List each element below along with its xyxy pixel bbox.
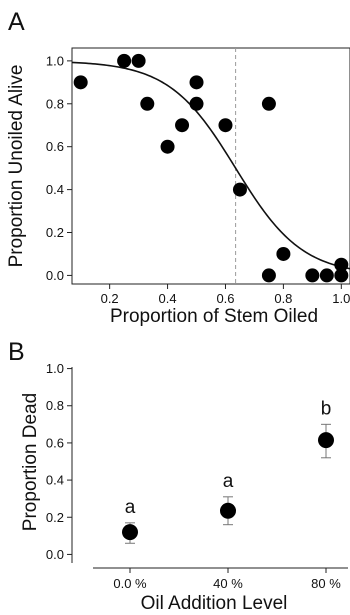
panel-a-data-point [140,96,155,111]
panel-b-y-tick-label: 0.6 [46,435,64,450]
panel-b-y-tick-label: 1.0 [46,361,64,376]
panel-a-x-tick-label: 1.0 [332,291,350,306]
panel-a-y-tick-label: 0.0 [46,268,64,283]
panel-b-y-tick-label: 0.0 [46,547,64,562]
panel-a-letter: A [8,8,25,36]
panel-a-data-point [175,118,190,133]
panel-a-data-point [305,268,320,283]
panel-a-x-tick-label: 0.6 [216,291,234,306]
panel-b-x-axis-title: Oil Addition Level [141,593,288,614]
panel-b-significance-letter: a [223,471,234,492]
panel-a-x-tick-label: 0.2 [101,291,119,306]
panel-b-category-label: 40 % [213,576,243,591]
panel-a-y-axis-title: Proportion Unoiled Alive [6,65,27,268]
panel-b-data-point [122,524,138,541]
panel-a-data-point [160,139,175,154]
logistic-fit-curve [71,61,350,270]
panel-b: B 0.0 0.2 0.4 0.6 0.8 1.0 0.0 % 40 % 80 % a a b Oi… [8,338,348,614]
panel-a-ticks: 0.0 0.2 0.4 0.6 0.8 1.0 0.2 0.4 0.6 0.8 1.0 [46,53,350,306]
panel-b-significance-letter: a [125,497,136,518]
panel-a-x-tick-label: 0.8 [274,291,292,306]
panel-b-category-label: 0.0 % [113,576,147,591]
panel-b-letter: B [8,338,25,366]
panel-a-y-tick-label: 0.2 [46,225,64,240]
panel-b-significance-letter: b [321,398,332,419]
panel-b-y-axis-title: Proportion Dead [20,393,41,531]
panel-b-data-point [318,432,334,449]
panel-a-data-point [261,268,276,283]
panel-a-data-point [117,53,132,68]
panel-a-y-tick-label: 1.0 [46,53,64,68]
panel-a-x-tick-label: 0.4 [159,291,177,306]
panel-a-data-point [73,75,88,90]
panel-b-ticks: 0.0 0.2 0.4 0.6 0.8 1.0 0.0 % 40 % 80 % [46,361,341,591]
panel-a-data-point [319,268,334,283]
panel-a-data-point [261,96,276,111]
panel-b-data-point [220,502,236,519]
panel-b-y-tick-label: 0.4 [46,473,64,488]
panel-b-y-tick-label: 0.2 [46,510,64,525]
panel-a-data-point [276,246,291,261]
panel-a-y-tick-label: 0.4 [46,182,64,197]
panel-a-data-point [232,182,247,197]
panel-a-data-point [131,53,146,68]
panel-a-x-axis-title: Proportion of Stem Oiled [110,306,318,327]
panel-a-y-tick-label: 0.6 [46,139,64,154]
panel-a-data-point [334,257,349,272]
panel-a-y-tick-label: 0.8 [46,96,64,111]
panel-a-plot-frame [71,47,350,285]
panel-a-data-point [218,118,233,133]
panel-a-data-point [189,75,204,90]
panel-a-data-point [189,96,204,111]
panel-a: A 0.0 0.2 0.4 0.6 0.8 1.0 0.2 0.4 0.6 0.8 1.0 Prop… [6,8,350,327]
panel-b-y-tick-label: 0.8 [46,398,64,413]
panel-a-points [73,53,349,283]
panel-b-category-label: 80 % [311,576,341,591]
panel-b-points: a a b [122,398,334,544]
panel-a-data-point [334,268,349,283]
